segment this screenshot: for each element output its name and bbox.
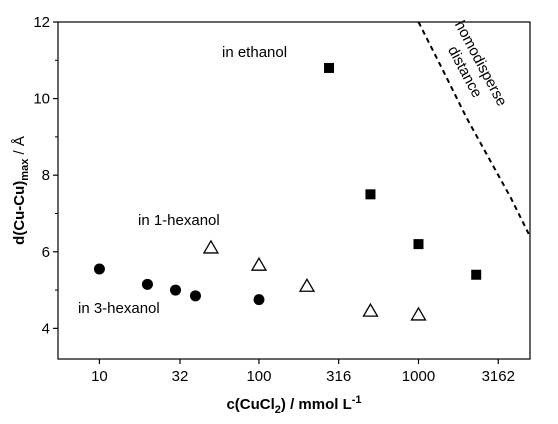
hexanol1-point [298, 277, 316, 292]
y-tick-label: 12 [33, 14, 50, 31]
hexanol1-label: in 1-hexanol [138, 212, 220, 229]
ethanol-point [324, 62, 335, 73]
x-tick-label: 10 [91, 368, 108, 385]
ethanol-point [365, 189, 376, 200]
hexanol3-point [93, 263, 105, 275]
x-tick-label: 100 [246, 368, 271, 385]
y-tick-label: 10 [33, 91, 50, 108]
plot-area: 4 6 8 10 12 10 32 100 316 1000 3162 c(CuCl2) / mmol… [11, 14, 531, 416]
hexanol1-point [362, 302, 379, 317]
hexanol3-point [141, 278, 153, 290]
x-tick-label: 3162 [482, 368, 515, 385]
ethanol-point [413, 239, 424, 250]
y-tick-label: 6 [42, 244, 50, 261]
hexanol3-label: in 3-hexanol [78, 300, 160, 317]
y-tick-label: 4 [42, 320, 50, 337]
y-axis-title: d(Cu-Cu)max / Å [11, 136, 31, 245]
plot-frame [57, 21, 531, 360]
y-tick-label: 8 [42, 167, 50, 184]
x-tick-label: 316 [326, 368, 351, 385]
x-tick-label: 1000 [402, 368, 435, 385]
x-axis-title: c(CuCl2) / mmol L-1 [226, 394, 361, 416]
hexanol1-point [250, 256, 268, 271]
ethanol-label: in ethanol [222, 44, 287, 61]
hexanol3-point [189, 290, 201, 302]
x-tick-label: 32 [172, 368, 189, 385]
ethanol-point [471, 269, 482, 280]
hexanol3-point [170, 284, 182, 296]
curve-label: homodispersedistance [435, 18, 510, 118]
hexanol1-point [202, 239, 220, 254]
hexanol1-point [410, 306, 427, 321]
hexanol3-point [253, 294, 265, 306]
